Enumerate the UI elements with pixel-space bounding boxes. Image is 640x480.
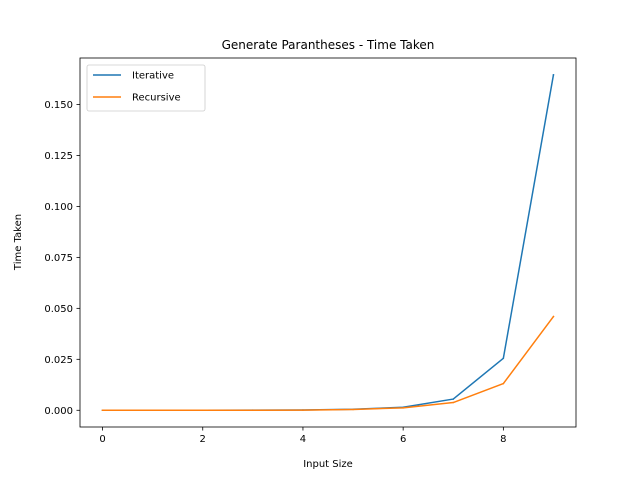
y-tick-label: 0.025 bbox=[44, 355, 73, 366]
data-point-recursive-3 bbox=[252, 409, 254, 411]
y-tick-label: 0.000 bbox=[44, 406, 73, 417]
y-axis-label: Time Taken bbox=[13, 214, 24, 271]
data-point-recursive-0 bbox=[101, 409, 104, 412]
data-point-recursive-7 bbox=[452, 401, 454, 404]
y-tick-label: 0.050 bbox=[44, 304, 73, 315]
x-tick-label: 6 bbox=[400, 434, 406, 445]
data-point-recursive-5 bbox=[352, 408, 354, 411]
data-point-recursive-9 bbox=[552, 315, 555, 318]
data-point-recursive-8 bbox=[502, 382, 505, 385]
y-tick-label: 0.150 bbox=[44, 100, 73, 111]
series-layer bbox=[101, 74, 555, 412]
data-point-recursive-2 bbox=[202, 409, 204, 411]
chart-title: Generate Parantheses - Time Taken bbox=[222, 38, 435, 52]
data-point-recursive-1 bbox=[151, 409, 154, 412]
x-tick-label: 4 bbox=[300, 434, 306, 445]
y-tick-label: 0.075 bbox=[44, 253, 73, 264]
data-point-iterative-9 bbox=[552, 74, 555, 76]
data-point-recursive-4 bbox=[302, 409, 304, 411]
x-tick-label: 2 bbox=[200, 434, 206, 445]
y-axis: 0.000 0.025 0.050 0.075 0.100 0.125 0.150 bbox=[44, 100, 80, 417]
legend-box bbox=[86, 64, 206, 112]
x-axis-label: Input Size bbox=[303, 459, 353, 470]
plot-area bbox=[80, 58, 576, 427]
x-axis: 0 2 4 6 8 bbox=[99, 427, 507, 445]
legend-label-iterative: Iterative bbox=[132, 71, 174, 82]
data-point-iterative-7 bbox=[452, 398, 454, 400]
x-tick-label: 8 bbox=[500, 434, 506, 445]
data-point-iterative-8 bbox=[502, 357, 505, 360]
y-tick-label: 0.100 bbox=[44, 202, 73, 213]
y-tick-label: 0.125 bbox=[44, 151, 73, 162]
x-tick-label: 0 bbox=[99, 434, 105, 445]
data-point-recursive-6 bbox=[402, 407, 404, 409]
series-line-recursive bbox=[101, 315, 555, 412]
legend: Iterative Recursive bbox=[86, 64, 206, 112]
legend-label-recursive: Recursive bbox=[132, 93, 181, 104]
plot-frame bbox=[79, 57, 577, 428]
